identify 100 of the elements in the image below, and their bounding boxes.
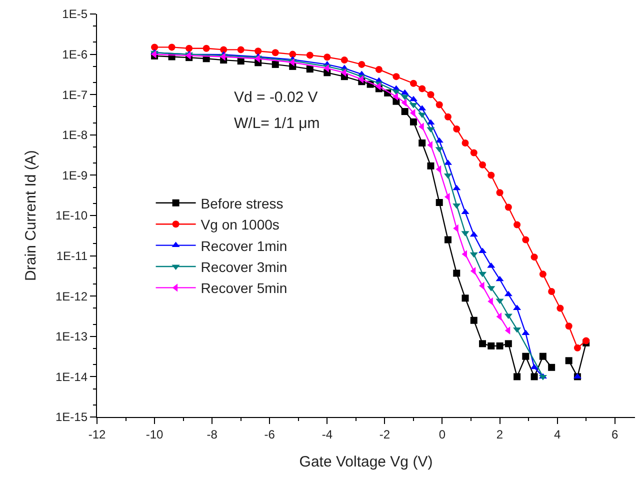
x-tick-label: 4 (554, 428, 561, 442)
legend-label: Before stress (200, 195, 284, 212)
x-tick-label: -2 (379, 428, 390, 442)
y-tick-label: 1E-8 (62, 128, 88, 142)
annotation: W/L= 1/1 μm (234, 115, 320, 132)
point (487, 262, 496, 268)
point (504, 340, 512, 348)
point (237, 46, 244, 54)
point (401, 98, 407, 107)
point (574, 344, 581, 352)
point (479, 340, 486, 348)
point (186, 44, 193, 52)
point (496, 312, 502, 321)
point (168, 44, 176, 51)
point (470, 149, 478, 156)
point (504, 204, 512, 211)
point (418, 139, 426, 146)
y-tick-label: 1E-7 (62, 88, 88, 102)
point (436, 199, 443, 206)
point (462, 250, 468, 258)
point (306, 66, 314, 73)
point (522, 236, 530, 244)
point (444, 192, 450, 201)
y-axis-title: Drain Current Id (A) (22, 150, 40, 281)
y-tick-label: 1E-5 (62, 7, 88, 22)
point (375, 82, 381, 90)
x-tick-label: 6 (612, 428, 619, 442)
point (452, 203, 461, 209)
y-tick-label: 1E-10 (55, 208, 88, 223)
point (556, 304, 564, 312)
point (530, 373, 538, 380)
point (436, 101, 443, 108)
point (418, 112, 426, 118)
x-tick-label: -12 (88, 428, 106, 442)
point (340, 68, 346, 77)
point (306, 52, 314, 59)
point (488, 342, 495, 350)
x-tick-label: 0 (438, 428, 446, 442)
legend-label: Vg on 1000s (200, 216, 280, 233)
point (426, 127, 435, 133)
point (496, 342, 504, 350)
point (289, 50, 296, 58)
point (479, 161, 486, 168)
point (496, 276, 504, 282)
point (461, 208, 470, 214)
point (530, 364, 538, 370)
point (418, 85, 426, 92)
point (358, 60, 366, 68)
point (453, 270, 460, 277)
x-tick-label: -10 (146, 428, 164, 442)
y-tick-label: 1E-12 (55, 289, 88, 304)
point (272, 49, 279, 56)
point (426, 119, 435, 125)
point (488, 172, 495, 179)
y-tick-label: 1E-6 (62, 48, 88, 62)
annotation: Vd = -0.02 V (234, 89, 318, 106)
x-axis-title: Gate Voltage Vg (V) (299, 454, 433, 470)
point (530, 254, 538, 261)
point (548, 288, 556, 296)
point (340, 56, 348, 64)
y-tick-label: 1E-13 (55, 330, 88, 344)
point (453, 126, 460, 133)
point (254, 48, 262, 55)
point (496, 189, 504, 196)
point (220, 46, 228, 54)
point (470, 316, 478, 324)
point (539, 352, 546, 360)
point (565, 357, 572, 364)
x-tick-label: -6 (264, 428, 276, 442)
point (324, 54, 331, 61)
point (436, 165, 442, 174)
point (400, 89, 409, 95)
point (151, 44, 158, 51)
point (427, 162, 434, 170)
legend-label: Recover 1min (200, 238, 288, 254)
point (548, 364, 556, 371)
point (514, 373, 521, 380)
point (375, 66, 382, 73)
point (470, 252, 478, 258)
point (539, 270, 546, 278)
point (565, 322, 572, 330)
point (444, 113, 452, 120)
x-tick-label: 2 (496, 428, 504, 442)
y-tick-label: 1E-15 (55, 410, 88, 424)
point (514, 221, 521, 228)
x-tick-label: -8 (206, 428, 218, 442)
legend-label: Recover 3min (200, 258, 288, 275)
point (444, 236, 452, 244)
point (462, 139, 469, 146)
point (410, 118, 417, 126)
y-tick-label: 1E-14 (55, 370, 88, 384)
point (272, 60, 279, 68)
point (410, 80, 417, 87)
point (392, 73, 400, 80)
y-tick-label: 1E-11 (56, 249, 88, 263)
legend-label: Recover 5min (200, 280, 288, 296)
point (504, 290, 512, 296)
point (400, 94, 409, 100)
x-tick-label: -4 (322, 428, 333, 442)
y-tick-label: 1E-9 (62, 168, 88, 182)
